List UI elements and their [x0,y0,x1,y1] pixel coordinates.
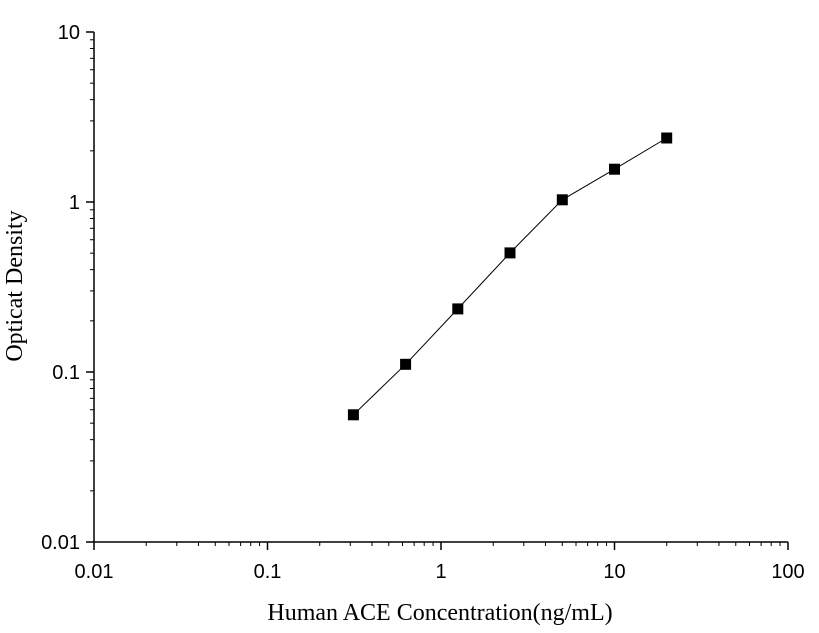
x-tick-label: 0.1 [254,561,282,583]
y-tick-label: 0.1 [52,362,80,384]
data-series [347,132,673,421]
axes [93,32,788,543]
data-point-marker [452,303,464,315]
data-point-marker [504,247,516,259]
tick-labels: 0.01 0.1 1 10 100 0.01 0.1 1 10 [41,22,805,583]
x-tick-label: 100 [771,561,804,583]
x-tick-label: 0.01 [75,561,114,583]
ticks [86,31,789,550]
y-tick-label: 1 [69,192,80,214]
data-point-marker [661,132,673,144]
data-point-marker [347,409,359,421]
data-point-marker [556,194,568,206]
data-point-marker [609,163,620,175]
y-tick-label: 10 [58,22,80,44]
x-tick-label: 10 [603,561,625,583]
data-point-marker [400,358,412,370]
x-axis-title: Human ACE Concentration(ng/mL) [267,600,612,626]
y-tick-label: 0.01 [41,532,80,554]
series-line [353,137,667,416]
x-tick-label: 1 [435,561,446,583]
y-axis-title: Opticat Density [2,210,28,361]
